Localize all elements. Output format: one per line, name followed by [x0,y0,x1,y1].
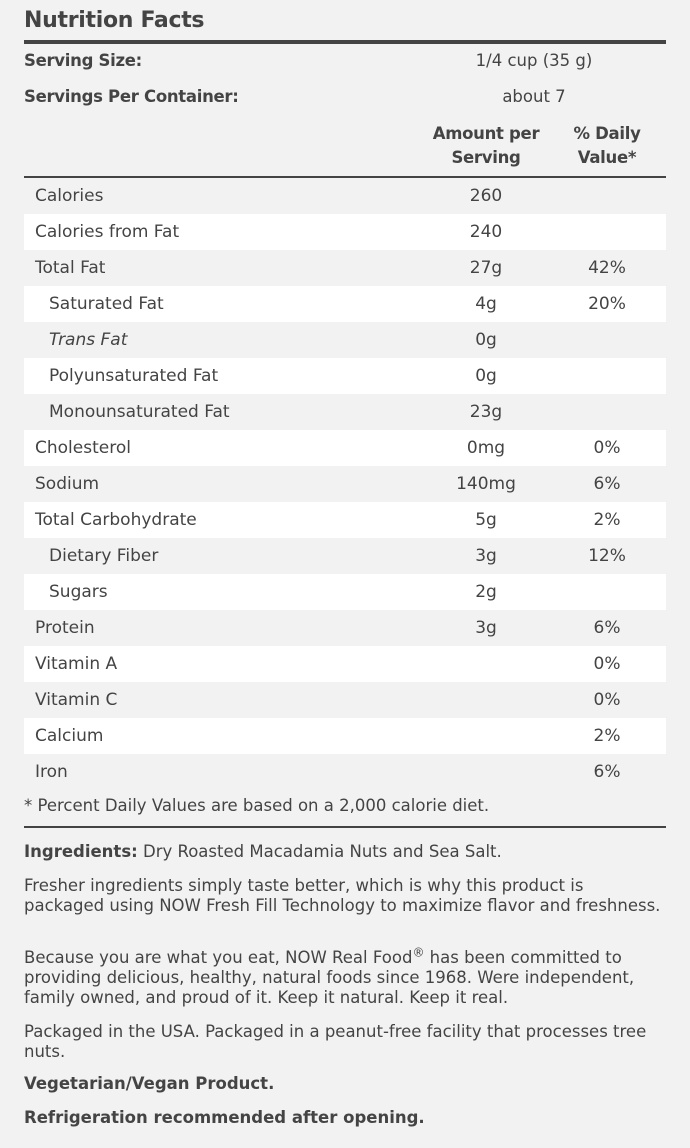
nutrient-label: Total Fat [35,258,106,278]
nutrient-amount: 0g [475,366,497,386]
nutrient-label: Calories from Fat [35,222,180,242]
ingredients-label: Ingredients: [24,842,138,861]
nutrient-label: Monounsaturated Fat [49,402,230,422]
nutrient-label: Iron [35,762,68,782]
nutrient-daily-value: 42% [588,258,626,278]
nutrient-label: Sodium [35,474,100,494]
nutrient-label: Protein [35,618,95,638]
nutrient-label: Vitamin C [35,690,118,710]
nutrient-daily-value: 0% [593,690,621,710]
nutrient-row: Sodium 140mg 6% [24,466,666,502]
refrigeration-note: Refrigeration recommended after opening. [24,1108,666,1128]
dv-header-line1: % Daily [573,124,641,143]
daily-value-header: % Daily Value* [562,122,652,170]
title-divider [24,40,666,44]
nutrient-amount: 3g [475,618,497,638]
servings-per-container-value: about 7 [502,87,566,106]
nutrient-daily-value: 12% [588,546,626,566]
nutrient-daily-value: 6% [593,762,621,782]
nutrient-label: Total Carbohydrate [35,510,197,530]
amount-header-line1: Amount per [432,124,540,143]
nutrient-amount: 3g [475,546,497,566]
nutrient-daily-value: 20% [588,294,626,314]
header-divider [24,176,666,178]
real-food-paragraph: Because you are what you eat, NOW Real F… [24,945,666,1008]
nutrient-row: Calories from Fat 240 [24,214,666,250]
serving-size-row: Serving Size: 1/4 cup (35 g) [24,51,666,75]
daily-value-footnote: * Percent Daily Values are based on a 2,… [24,796,490,815]
nutrient-row: Total Fat 27g 42% [24,250,666,286]
nutrient-daily-value: 6% [593,618,621,638]
servings-per-container-label: Servings Per Container: [24,87,239,106]
nutrient-row: Sugars 2g [24,574,666,610]
nutrient-daily-value: 0% [593,438,621,458]
nutrient-row: Iron 6% [24,754,666,790]
serving-size-label: Serving Size: [24,51,142,70]
fresh-fill-paragraph: Fresher ingredients simply taste better,… [24,876,661,915]
nutrient-label: Dietary Fiber [49,546,159,566]
nutrient-amount: 27g [469,258,503,278]
ingredients-text: Dry Roasted Macadamia Nuts and Sea Salt. [137,842,502,861]
nutrient-row: Saturated Fat 4g 20% [24,286,666,322]
nutrient-row: Dietary Fiber 3g 12% [24,538,666,574]
footnote-divider [24,826,666,828]
nutrient-row: Vitamin A 0% [24,646,666,682]
nutrition-title: Nutrition Facts [24,8,205,33]
nutrient-daily-value: 0% [593,654,621,674]
nutrient-label: Vitamin A [35,654,118,674]
nutrient-row: Cholesterol 0mg 0% [24,430,666,466]
vegan-text: Vegetarian/Vegan Product. [24,1074,275,1093]
packaged-paragraph: Packaged in the USA. Packaged in a peanu… [24,1022,647,1061]
nutrient-amount: 23g [469,402,503,422]
nutrient-amount: 140mg [456,474,516,494]
real-food-text-a: Because you are what you eat, NOW Real F… [24,948,413,967]
nutrient-daily-value: 2% [593,510,621,530]
nutrient-amount: 0g [475,330,497,350]
nutrient-row: Monounsaturated Fat 23g [24,394,666,430]
nutrient-row: Calcium 2% [24,718,666,754]
nutrient-amount: 240 [469,222,503,242]
nutrient-row: Protein 3g 6% [24,610,666,646]
nutrient-daily-value: 2% [593,726,621,746]
nutrient-label: Sugars [49,582,108,602]
nutrient-label: Cholesterol [35,438,131,458]
nutrient-label: Saturated Fat [49,294,164,314]
nutrient-row: Trans Fat 0g [24,322,666,358]
nutrient-amount: 260 [469,186,503,206]
serving-size-value: 1/4 cup (35 g) [475,51,593,70]
nutrient-label: Calories [35,186,104,206]
registered-mark: ® [412,945,425,960]
nutrient-row: Vitamin C 0% [24,682,666,718]
nutrient-row: Calories 260 [24,178,666,214]
servings-per-container-row: Servings Per Container: about 7 [24,87,666,111]
nutrient-daily-value: 6% [593,474,621,494]
nutrient-amount: 5g [475,510,497,530]
amount-header-line2: Serving [451,148,521,167]
vegan-note: Vegetarian/Vegan Product. [24,1074,666,1094]
amount-per-serving-header: Amount per Serving [426,122,546,170]
nutrient-label: Polyunsaturated Fat [49,366,219,386]
real-food-text-b: has been committed to providing deliciou… [24,948,635,1007]
refrigeration-text: Refrigeration recommended after opening. [24,1108,425,1127]
nutrient-label: Calcium [35,726,104,746]
nutrient-amount: 4g [475,294,497,314]
nutrient-row: Total Carbohydrate 5g 2% [24,502,666,538]
ingredients: Ingredients: Dry Roasted Macadamia Nuts … [24,842,666,862]
dv-header-line2: Value* [577,148,637,167]
nutrient-row: Polyunsaturated Fat 0g [24,358,666,394]
nutrient-amount: 0mg [466,438,506,458]
nutrient-amount: 2g [475,582,497,602]
nutrient-label: Trans Fat [49,330,128,350]
